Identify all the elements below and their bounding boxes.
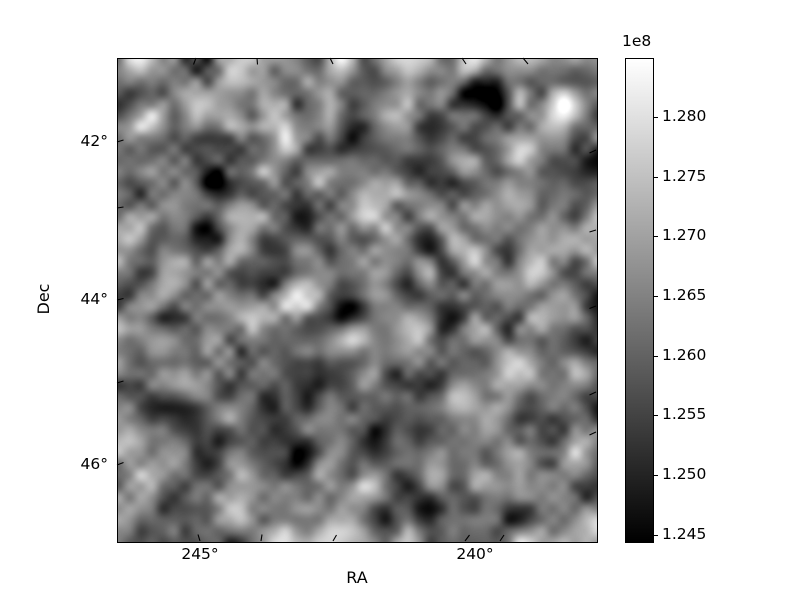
colorbar-tick-label-3: 1.265 <box>662 286 707 304</box>
sky-map-axes[interactable] <box>117 58 598 543</box>
colorbar-tick-mark <box>653 117 658 118</box>
colorbar-tick-mark <box>653 296 658 297</box>
y-axis-label: Dec <box>34 283 53 315</box>
colorbar-tick-mark <box>653 356 658 357</box>
colorbar-tick-label-7: 1.245 <box>662 525 707 543</box>
colorbar-tick-mark <box>653 475 658 476</box>
colorbar-tick-label-0: 1.280 <box>662 107 707 125</box>
colorbar-tick-label-1: 1.275 <box>662 167 707 185</box>
colorbar-tick-label-6: 1.250 <box>662 465 707 483</box>
colorbar-tick-mark <box>653 177 658 178</box>
colorbar-gradient <box>626 59 653 542</box>
ytick-label-46: 46° <box>80 455 108 473</box>
xtick-label-245: 245° <box>181 545 219 563</box>
sky-map-image <box>118 59 597 542</box>
colorbar[interactable] <box>625 58 654 543</box>
colorbar-tick-mark <box>653 236 658 237</box>
colorbar-offset-text: 1e8 <box>622 32 652 50</box>
xtick-label-240: 240° <box>456 545 494 563</box>
colorbar-tick-mark <box>653 415 658 416</box>
colorbar-tick-label-4: 1.260 <box>662 346 707 364</box>
colorbar-tick-label-5: 1.255 <box>662 405 707 423</box>
colorbar-tick-label-2: 1.270 <box>662 226 707 244</box>
x-axis-label: RA <box>346 568 368 587</box>
ytick-label-44: 44° <box>80 290 108 308</box>
colorbar-tick-mark <box>653 535 658 536</box>
ytick-label-42: 42° <box>80 132 108 150</box>
